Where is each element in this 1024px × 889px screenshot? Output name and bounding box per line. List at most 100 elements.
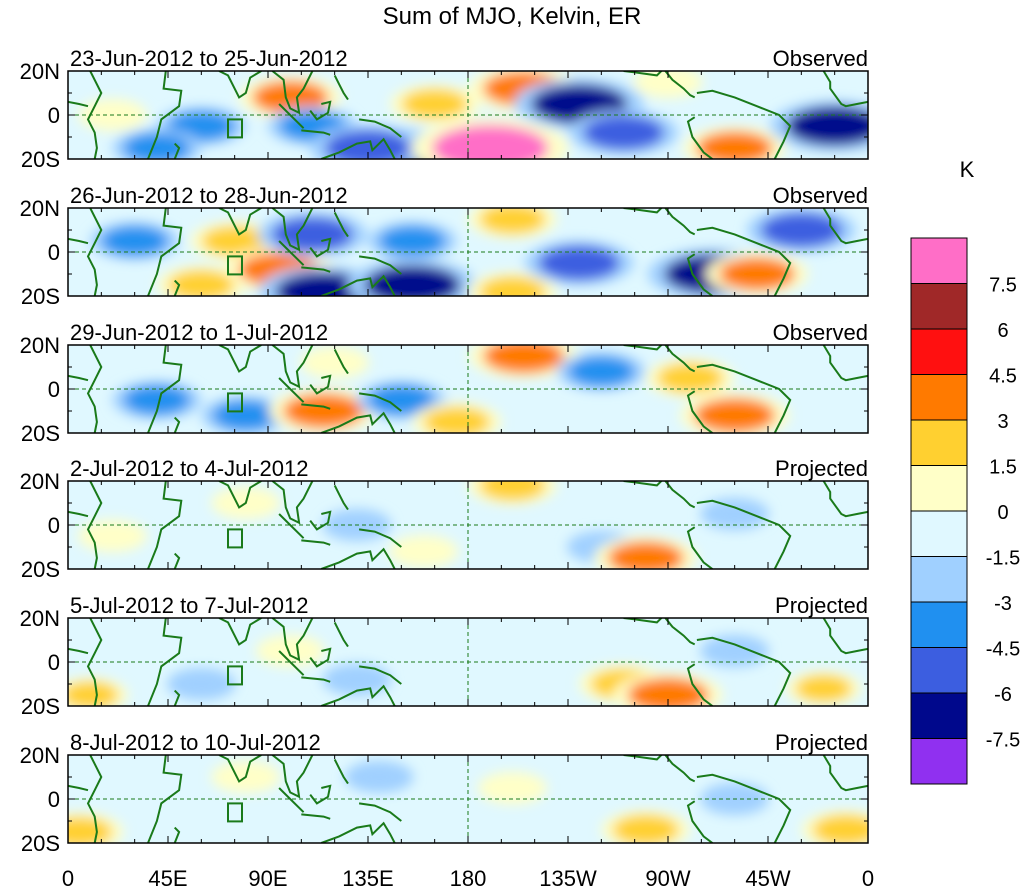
coastline: [309, 100, 332, 121]
colorbar: K 7.5 6 4.5 3 1.5 0 -1.5 -3 -4.5 -6 -7.5: [910, 157, 1020, 785]
coastline: [301, 813, 331, 820]
warm-anomaly: [612, 815, 679, 843]
coastline: [86, 755, 103, 843]
coastlines: [68, 618, 868, 706]
longitude-axis: 0 45E 90E 135E 180 135W 90W 45W 0: [62, 866, 874, 889]
cold-anomaly: [379, 226, 446, 256]
colorbar-label: -3: [994, 593, 1012, 615]
coastline: [686, 116, 713, 159]
warm-anomaly: [432, 125, 549, 159]
coastline: [278, 377, 305, 403]
lat-label: 20N: [20, 606, 60, 631]
colorbar-label: -6: [994, 684, 1012, 706]
coastline: [358, 392, 402, 412]
coastline: [696, 226, 792, 296]
coastline: [173, 826, 181, 843]
lat-label: 0: [48, 650, 60, 675]
warm-anomaly: [696, 131, 773, 159]
lat-label: 20N: [20, 469, 60, 494]
warm-anomaly: [68, 817, 113, 843]
cold-anomaly: [709, 501, 761, 527]
coastline: [173, 142, 181, 159]
warm-anomaly: [283, 393, 365, 429]
cold-anomaly: [101, 226, 168, 256]
lat-label: 20N: [20, 196, 60, 221]
cold-anomaly: [709, 638, 761, 664]
coastline: [309, 784, 332, 805]
coastline: [822, 208, 868, 245]
panel-status: Projected: [775, 730, 868, 755]
warm-anomaly: [201, 226, 268, 256]
coastline: [271, 755, 314, 799]
cold-anomaly: [368, 385, 435, 415]
coastlines: [68, 755, 868, 843]
coastline: [686, 390, 713, 433]
coastline: [271, 208, 314, 252]
colorbar-label: -4.5: [986, 639, 1020, 661]
warm-anomaly: [642, 71, 694, 95]
coastline: [358, 528, 402, 548]
warm-anomaly: [264, 638, 316, 664]
colorbar-swatch: [910, 692, 968, 739]
lon-label: 45W: [745, 866, 790, 889]
cold-anomaly: [760, 212, 842, 248]
cold-anomaly: [275, 272, 372, 296]
coastline: [278, 103, 305, 129]
coastline: [686, 663, 713, 706]
lon-label: 90W: [645, 866, 690, 889]
coastline: [686, 800, 713, 843]
panel-date-range: 8-Jul-2012 to 10-Jul-2012: [70, 730, 321, 755]
warm-anomaly: [309, 350, 361, 375]
lat-label: 20S: [21, 831, 60, 856]
coastline: [309, 374, 332, 395]
map-panel: 29-Jun-2012 to 1-Jul-2012 Observed 20N 0 20S: [20, 320, 869, 446]
coastline: [686, 526, 713, 569]
coastline: [822, 481, 868, 518]
lon-label: 0: [862, 866, 874, 889]
colorbar-label: -1.5: [986, 548, 1020, 570]
coastline: [696, 499, 792, 569]
lon-label: 0: [62, 866, 74, 889]
cold-anomaly: [538, 245, 620, 281]
coastline: [218, 618, 262, 646]
coastline: [358, 802, 402, 822]
cold-anomaly: [786, 106, 868, 146]
colorbar-label: 7.5: [989, 275, 1017, 297]
cold-anomaly: [353, 764, 405, 790]
coastline: [68, 510, 89, 518]
coastline: [278, 787, 305, 813]
lon-label: 45E: [148, 866, 187, 889]
colorbar-label: 6: [997, 320, 1008, 342]
warm-anomaly: [479, 208, 546, 234]
cold-anomaly: [123, 133, 190, 159]
warm-anomaly: [479, 481, 546, 501]
coastline: [271, 481, 314, 525]
panel-date-range: 26-Jun-2012 to 28-Jun-2012: [70, 183, 348, 208]
coastline: [173, 552, 181, 569]
colorbar-swatch: [910, 601, 968, 648]
coastline: [320, 137, 396, 159]
warm-anomaly: [812, 815, 868, 843]
coastline: [333, 74, 349, 101]
colorbar-swatch: [910, 556, 968, 603]
lat-label: 20S: [21, 284, 60, 309]
map-panel: 2-Jul-2012 to 4-Jul-2012 Projected 20N 0 20S: [20, 456, 869, 582]
colorbar-label: 4.5: [989, 366, 1017, 388]
panel-date-range: 29-Jun-2012 to 1-Jul-2012: [70, 320, 328, 345]
colorbar-swatch: [910, 283, 968, 330]
colorbar-label: 3: [997, 411, 1008, 433]
warm-anomaly: [398, 539, 450, 564]
lat-label: 0: [48, 513, 60, 538]
coastline: [301, 403, 331, 410]
warm-anomaly: [718, 257, 795, 291]
colorbar-swatch: [910, 374, 968, 421]
lat-label: 0: [48, 377, 60, 402]
coastline: [822, 618, 868, 655]
cold-anomaly: [364, 265, 461, 296]
coastline: [333, 348, 349, 375]
warm-anomaly: [486, 775, 538, 801]
panel-date-range: 23-Jun-2012 to 25-Jun-2012: [70, 46, 348, 71]
coastline: [271, 618, 314, 662]
coastline: [86, 618, 103, 706]
warm-anomaly: [795, 675, 852, 702]
